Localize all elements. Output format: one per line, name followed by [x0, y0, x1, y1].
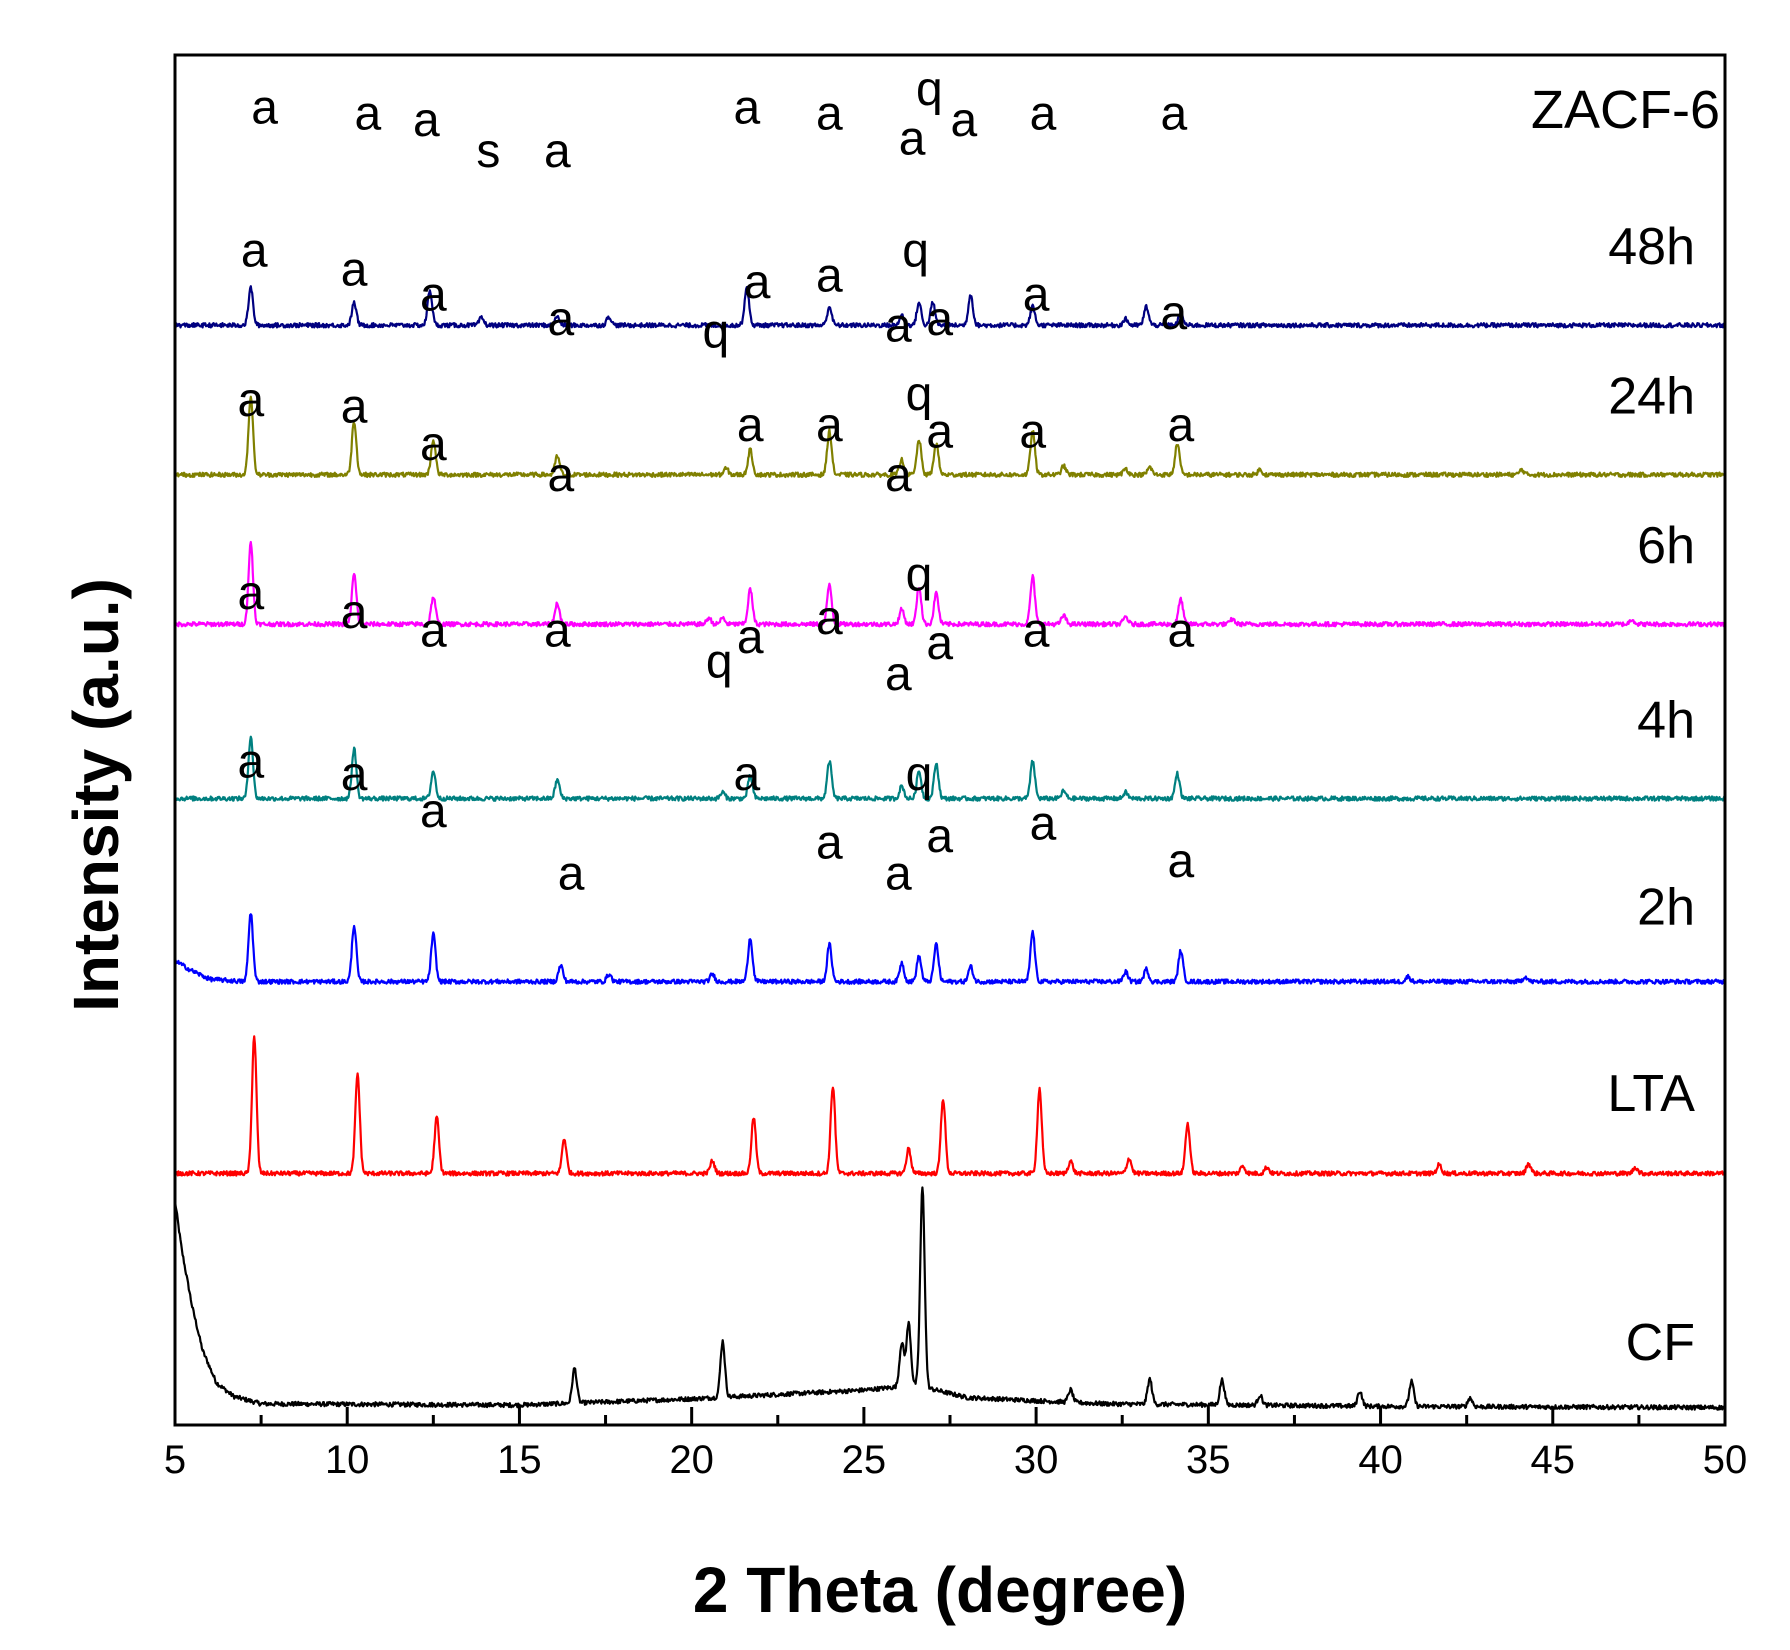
- peak-label-lta: a: [341, 586, 368, 639]
- peak-label-lta: a: [1167, 835, 1194, 888]
- peak-label-lta: a: [1023, 268, 1050, 321]
- peak-label-lta: a: [420, 785, 447, 838]
- series-line-LTA: [174, 1035, 1726, 1177]
- x-tick-label: 20: [669, 1438, 714, 1482]
- peak-label-lta: a: [413, 94, 440, 147]
- peak-label-lta: a: [816, 399, 843, 452]
- x-tick-label: 10: [325, 1438, 370, 1482]
- peak-label-quartz: q: [706, 636, 733, 689]
- peak-label-lta: a: [420, 605, 447, 658]
- x-tick-label: 50: [1703, 1438, 1748, 1482]
- peak-label-lta: a: [1030, 88, 1057, 141]
- peak-label-lta: a: [885, 648, 912, 701]
- peak-label-lta: a: [544, 605, 571, 658]
- x-axis-title: 2 Theta (degree): [693, 1554, 1187, 1626]
- peak-label-sodalite: s: [476, 125, 500, 178]
- peak-label-quartz: q: [916, 63, 943, 116]
- plot-frame: [173, 53, 1727, 1427]
- peak-label-lta: a: [816, 592, 843, 645]
- peak-label-lta: a: [420, 418, 447, 471]
- series-label-24h: 24h: [1608, 368, 1695, 426]
- x-axis: 5 10 15 20 25 30 35 40 45 50: [164, 1407, 1747, 1482]
- peak-label-quartz: q: [702, 306, 729, 359]
- peak-label-lta: a: [885, 848, 912, 901]
- peak-label-lta: a: [1167, 399, 1194, 452]
- peak-label-lta: a: [733, 748, 760, 801]
- series-line-6h: [174, 540, 1726, 628]
- peak-label-lta: a: [547, 449, 574, 502]
- peak-label-lta: a: [733, 82, 760, 135]
- peak-label-lta: a: [355, 88, 382, 141]
- peak-label-lta: a: [241, 225, 268, 278]
- peak-label-lta: a: [558, 848, 585, 901]
- peak-label-lta: a: [341, 243, 368, 296]
- series-label-4h: 4h: [1637, 692, 1695, 750]
- peak-label-lta: a: [816, 88, 843, 141]
- peak-label-lta: a: [737, 399, 764, 452]
- peak-label-quartz: q: [906, 748, 933, 801]
- peak-label-lta: a: [237, 567, 264, 620]
- peak-label-lta: a: [926, 293, 953, 346]
- series-label-6h: 6h: [1637, 517, 1695, 575]
- peak-label-lta: a: [816, 816, 843, 869]
- series-line-2h: [173, 913, 1726, 985]
- chart-title: ZACF-6: [1531, 80, 1720, 140]
- peak-label-lta: a: [237, 374, 264, 427]
- peak-label-lta: a: [899, 113, 926, 166]
- x-tick-label: 45: [1531, 1438, 1576, 1482]
- peak-label-lta: a: [420, 268, 447, 321]
- peak-label-lta: a: [816, 250, 843, 303]
- peak-label-quartz: q: [906, 368, 933, 421]
- peak-label-lta: a: [1161, 287, 1188, 340]
- series-layer: [173, 285, 1727, 1411]
- peak-label-lta: a: [926, 405, 953, 458]
- peak-label-lta: a: [1019, 405, 1046, 458]
- peak-label-lta: a: [1023, 605, 1050, 658]
- series-label-CF: CF: [1626, 1314, 1695, 1372]
- peak-label-lta: a: [547, 293, 574, 346]
- x-tick-label: 25: [842, 1438, 887, 1482]
- peak-label-lta: a: [885, 300, 912, 353]
- x-tick-label: 15: [497, 1438, 542, 1482]
- peak-label-lta: a: [744, 256, 771, 309]
- series-line-CF: [173, 1186, 1727, 1411]
- peak-label-lta: a: [1161, 88, 1188, 141]
- series-label-2h: 2h: [1637, 878, 1695, 936]
- peak-label-lta: a: [737, 611, 764, 664]
- peak-label-quartz: q: [906, 549, 933, 602]
- y-axis-title: Intensity (a.u.): [60, 578, 132, 1012]
- series-line-48h: [174, 285, 1727, 329]
- peak-label-lta: a: [544, 125, 571, 178]
- peak-label-lta: a: [251, 82, 278, 135]
- peak-label-lta: a: [950, 94, 977, 147]
- peak-label-lta: a: [237, 735, 264, 788]
- peak-label-lta: a: [885, 449, 912, 502]
- peak-label-lta: a: [341, 748, 368, 801]
- peak-label-lta: a: [926, 617, 953, 670]
- x-tick-label: 40: [1358, 1438, 1403, 1482]
- x-tick-label: 35: [1186, 1438, 1231, 1482]
- series-line-24h: [174, 395, 1726, 478]
- x-tick-label: 30: [1014, 1438, 1059, 1482]
- peak-label-lta: a: [1167, 605, 1194, 658]
- series-label-48h: 48h: [1608, 218, 1695, 276]
- peak-label-quartz: q: [902, 225, 929, 278]
- peak-label-lta: a: [1030, 798, 1057, 851]
- series-label-LTA: LTA: [1607, 1065, 1695, 1123]
- x-tick-label: 5: [164, 1438, 186, 1482]
- peak-label-lta: a: [341, 380, 368, 433]
- peak-label-lta: a: [926, 810, 953, 863]
- series-line-4h: [174, 735, 1726, 802]
